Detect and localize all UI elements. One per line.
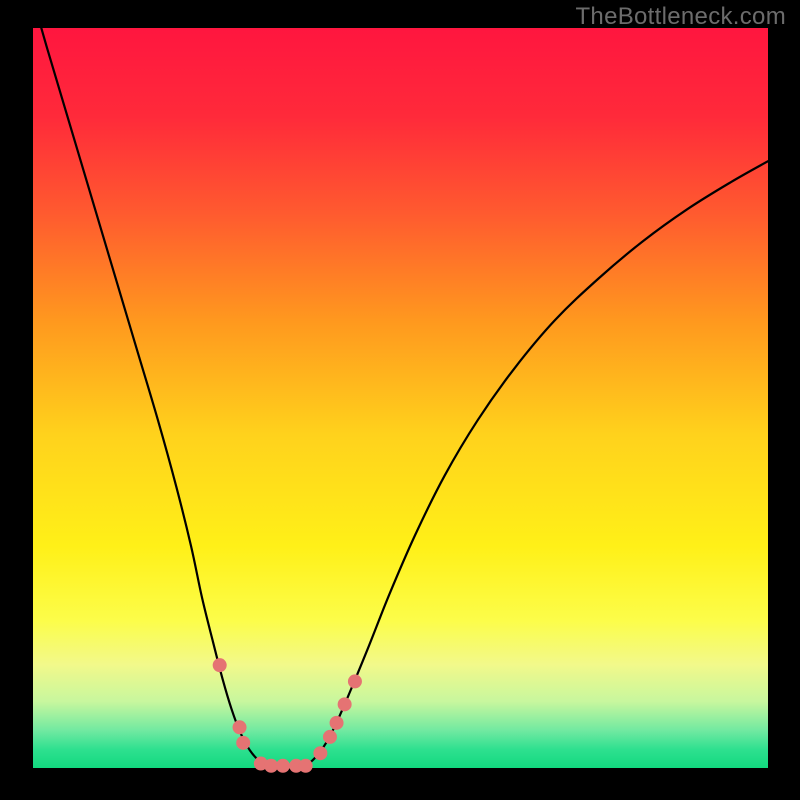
left-curve bbox=[33, 0, 276, 768]
data-marker bbox=[313, 746, 327, 760]
data-marker bbox=[338, 697, 352, 711]
chart-canvas: TheBottleneck.com bbox=[0, 0, 800, 800]
plot-area bbox=[33, 28, 768, 768]
data-marker bbox=[330, 716, 344, 730]
curves-layer bbox=[33, 28, 768, 768]
data-marker bbox=[233, 720, 247, 734]
right-curve bbox=[301, 161, 768, 768]
data-marker bbox=[276, 759, 290, 773]
data-marker bbox=[236, 736, 250, 750]
data-marker bbox=[348, 674, 362, 688]
data-marker bbox=[323, 730, 337, 744]
data-marker bbox=[213, 658, 227, 672]
data-marker bbox=[299, 759, 313, 773]
watermark-text: TheBottleneck.com bbox=[575, 3, 786, 31]
